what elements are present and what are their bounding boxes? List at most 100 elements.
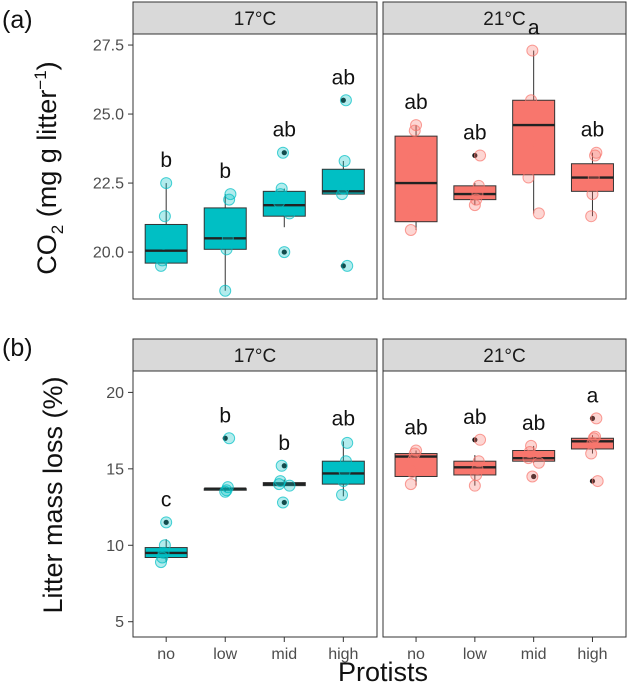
significance-letter: ab <box>522 412 545 435</box>
jitter-point <box>275 182 288 195</box>
box-iqr <box>203 207 247 250</box>
jitter-point <box>154 556 167 569</box>
outlier-point <box>281 463 287 469</box>
jitter-point <box>157 237 170 250</box>
jitter-point <box>523 135 536 148</box>
jitter-point <box>474 433 487 446</box>
x-axis-title: Protists <box>338 657 428 685</box>
jitter-point <box>468 479 481 492</box>
y-tick-label: 25.0 <box>93 107 124 124</box>
jitter-point <box>341 259 354 272</box>
jitter-point <box>338 154 351 167</box>
y-title-sup: −1 <box>31 70 50 89</box>
significance-letter: ab <box>404 91 427 114</box>
panel-border <box>132 370 378 638</box>
jitter-point <box>522 171 535 184</box>
significance-letter: ab <box>404 416 427 439</box>
facet-panel: 21°C ab no ab low ab mid a high <box>382 338 627 663</box>
jitter-point <box>406 465 419 478</box>
outlier-point <box>340 97 346 103</box>
jitter-point <box>220 243 233 256</box>
significance-letter: b <box>219 160 231 183</box>
jitter-point <box>585 210 598 223</box>
jitter-point <box>278 246 291 259</box>
jitter-point <box>526 44 539 57</box>
jitter-point <box>525 439 538 452</box>
x-tick-label: mid <box>271 646 297 663</box>
outlier-point <box>163 519 169 525</box>
jitter-point <box>585 447 598 460</box>
jitter-point <box>472 455 485 468</box>
y-tick-label: 10 <box>106 538 124 555</box>
box-iqr <box>321 168 365 195</box>
significance-letter: b <box>278 432 290 455</box>
facet-panel: 17°C c no b low b mid ab high <box>132 338 378 663</box>
jitter-point <box>275 459 288 472</box>
y-title-sub: 2 <box>48 225 67 234</box>
significance-letter: ab <box>273 119 296 142</box>
jitter-point <box>158 210 171 223</box>
significance-letter: ab <box>332 407 355 430</box>
jitter-point <box>156 254 169 267</box>
significance-letter: b <box>160 149 172 172</box>
jitter-point <box>472 179 485 192</box>
significance-letter: b <box>219 404 231 427</box>
jitter-point <box>339 455 352 468</box>
jitter-point <box>338 465 351 478</box>
jitter-point <box>158 539 171 552</box>
significance-letter: a <box>587 384 599 407</box>
jitter-point <box>223 432 236 445</box>
jitter-point <box>474 149 487 162</box>
facet-strip-label: 21°C <box>483 9 525 30</box>
y-tick-label: 20.0 <box>93 245 124 262</box>
panel-b-y-axis-title: Litter mass loss (%) <box>38 376 68 613</box>
jitter-point <box>590 412 603 425</box>
significance-letter: a <box>528 17 540 40</box>
significance-letter: ab <box>463 406 486 429</box>
x-tick-label: mid <box>521 646 547 663</box>
jitter-point <box>590 146 603 159</box>
panel-border <box>382 370 627 638</box>
jitter-point <box>532 456 545 469</box>
facet-strip-label: 17°C <box>234 9 276 30</box>
x-tick-label: low <box>463 646 487 663</box>
jitter-point <box>336 488 349 501</box>
outlier-point <box>531 473 537 480</box>
jitter-point <box>283 207 296 220</box>
jitter-point <box>276 496 289 509</box>
x-tick-label: no <box>407 646 425 663</box>
jitter-point <box>160 177 173 190</box>
facet-strip <box>132 338 378 372</box>
jitter-point <box>532 207 545 220</box>
jitter-point <box>160 516 173 529</box>
facet-strip <box>382 338 627 372</box>
significance-letter: ab <box>332 66 355 89</box>
y-title-rest: (mg g litter <box>32 90 62 225</box>
jitter-point <box>221 232 234 245</box>
panel-b-tag: (b) <box>2 334 33 362</box>
y-title-end: ) <box>32 61 62 70</box>
jitter-point <box>587 171 600 184</box>
significance-letter: c <box>161 488 172 511</box>
jitter-point <box>410 119 423 132</box>
outlier-point <box>281 249 287 255</box>
jitter-point <box>407 152 420 165</box>
y-tick-label: 27.5 <box>93 38 124 55</box>
facet-strip-label: 21°C <box>483 346 525 367</box>
jitter-point <box>274 475 287 488</box>
jitter-point <box>586 436 599 449</box>
jitter-point <box>337 182 350 195</box>
jitter-point <box>410 444 423 457</box>
jitter-point <box>591 475 604 488</box>
y-tick-label: 22.5 <box>93 176 124 193</box>
facet-panel: 21°C ab ab a ab <box>382 1 627 300</box>
jitter-point <box>586 188 599 201</box>
outlier-point <box>281 150 287 156</box>
x-tick-label: high <box>328 646 358 663</box>
facet-strip <box>382 1 627 35</box>
jitter-point <box>276 146 289 159</box>
y-tick-label: 5 <box>115 614 124 631</box>
facet-strip-label: 17°C <box>234 346 276 367</box>
jitter-point <box>589 430 602 443</box>
x-tick-label: low <box>213 646 237 663</box>
